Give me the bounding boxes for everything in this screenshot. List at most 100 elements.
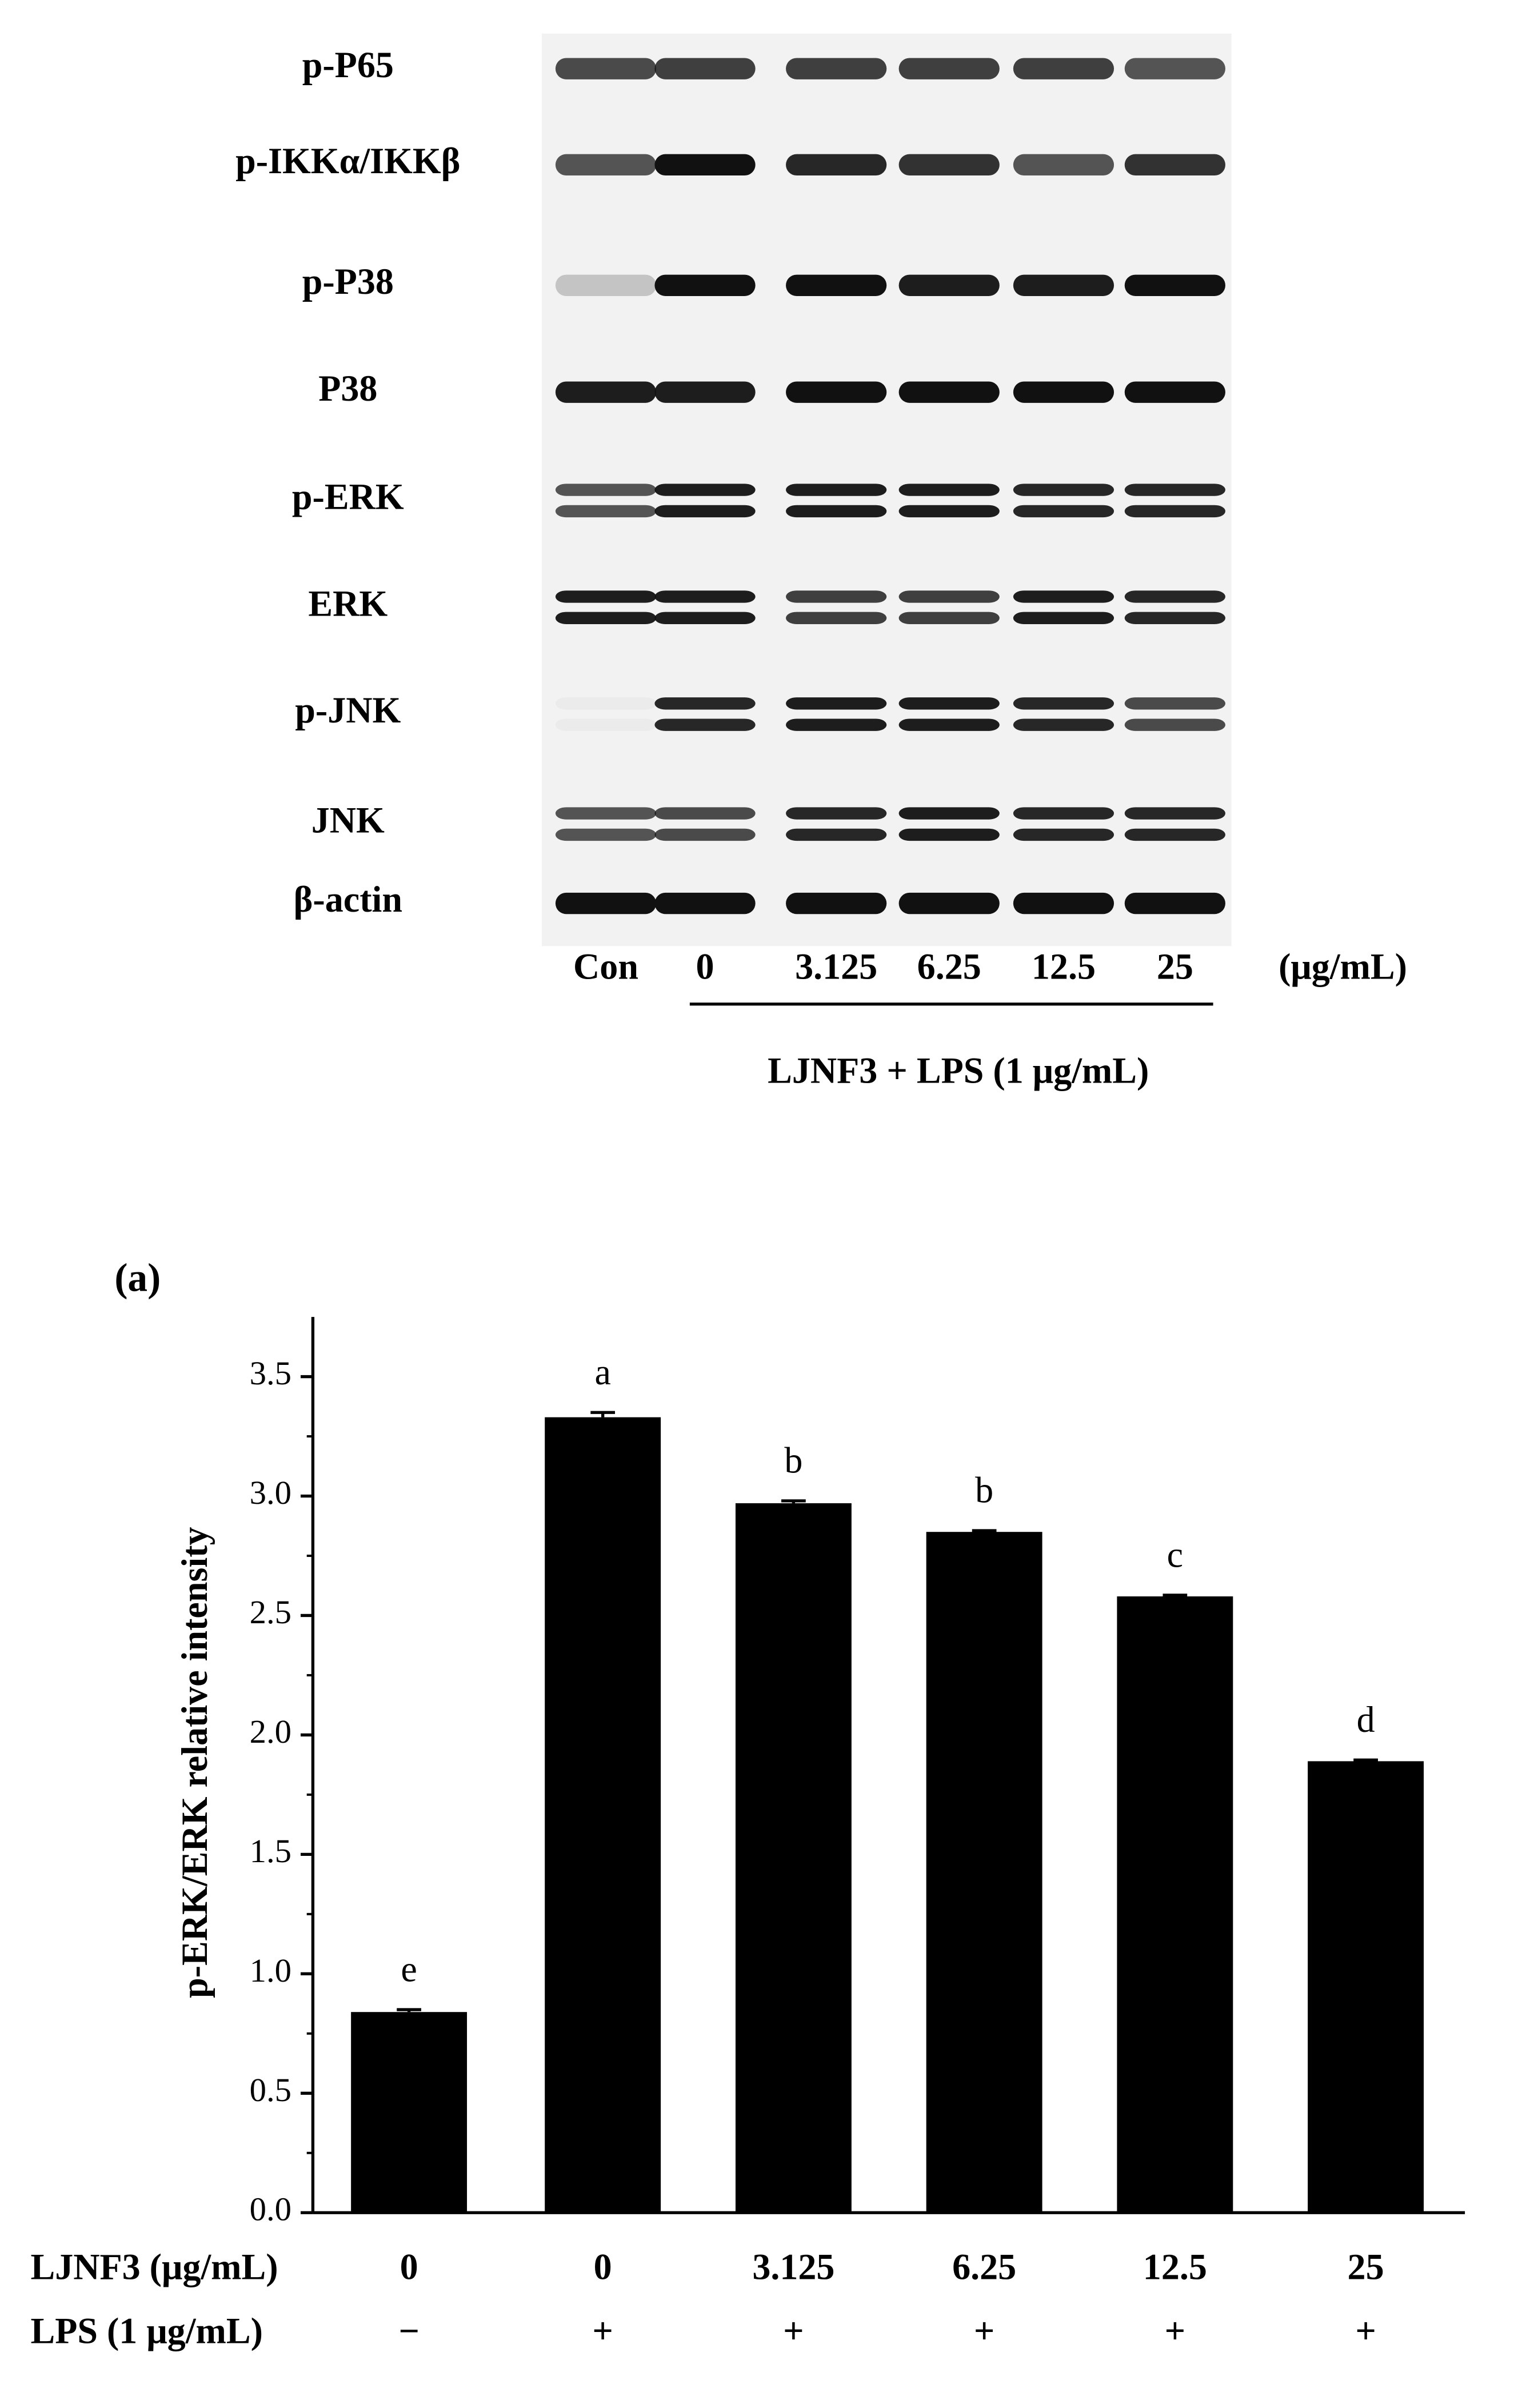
y-tick-label: 1.5	[250, 1832, 291, 1870]
blot-band	[654, 154, 756, 176]
lps-label: −	[398, 2311, 420, 2351]
lps-label: +	[592, 2311, 613, 2351]
lane-label: 3.125	[795, 947, 877, 987]
lps-label: +	[1355, 2311, 1376, 2351]
blot-band	[1124, 484, 1225, 496]
blot-band	[898, 58, 1000, 79]
blot-band	[786, 807, 887, 820]
lane-label: 25	[1157, 947, 1193, 987]
blot-band	[898, 612, 1000, 624]
blot-band	[786, 590, 887, 603]
blot-band	[654, 58, 756, 79]
blot-band	[1013, 58, 1114, 79]
blot-band	[1013, 697, 1114, 710]
blot-band	[654, 892, 756, 915]
blot-band	[898, 154, 1000, 176]
lane-label: 0	[696, 947, 714, 987]
row-label: LJNF3 (μg/mL)	[30, 2246, 278, 2287]
blot-band	[898, 807, 1000, 820]
blot-band	[786, 154, 887, 176]
blot-band	[555, 828, 657, 841]
bar	[735, 1503, 852, 2213]
blot-band	[1124, 612, 1225, 624]
blot-band	[786, 612, 887, 624]
blot-band	[654, 381, 756, 403]
bar	[351, 2012, 468, 2213]
significance-letter: d	[1357, 1699, 1375, 1740]
blot-band	[555, 892, 657, 915]
blot-band	[654, 505, 756, 518]
blot-band	[898, 892, 1000, 915]
blot-band	[1124, 807, 1225, 820]
chart-title: (a)	[114, 1256, 161, 1300]
significance-letter: b	[975, 1470, 993, 1511]
blot-band	[786, 697, 887, 710]
blot-band	[898, 828, 1000, 841]
blot-band	[654, 828, 756, 841]
lane-label: Con	[573, 947, 638, 987]
y-tick-label: 3.5	[250, 1355, 291, 1392]
error-bar	[1353, 1758, 1378, 1762]
blot-band	[1124, 828, 1225, 841]
blot-row-label: p-ERK	[292, 476, 404, 517]
x-tick-label: 6.25	[952, 2246, 1016, 2287]
significance-letter: a	[594, 1352, 610, 1392]
y-tick-label: 2.0	[250, 1713, 291, 1750]
blot-band	[1013, 892, 1114, 915]
blot-row-label: ERK	[308, 583, 388, 624]
bar	[1117, 1596, 1233, 2213]
x-tick-label: 0	[594, 2246, 612, 2287]
blot-band	[555, 274, 657, 296]
blot-row-label: p-P65	[302, 45, 394, 85]
y-tick-label: 2.5	[250, 1594, 291, 1631]
blot-band	[1013, 590, 1114, 603]
blot-band	[555, 590, 657, 603]
blot-row-label: β-actin	[294, 879, 402, 920]
blot-band	[1124, 381, 1225, 403]
blot-band	[898, 381, 1000, 403]
blot-band	[1124, 58, 1225, 79]
error-bar	[781, 1499, 806, 1504]
row-label: LPS (1 μg/mL)	[30, 2311, 262, 2351]
lane-label: 6.25	[917, 947, 981, 987]
lps-label: +	[783, 2311, 804, 2351]
blot-band	[898, 718, 1000, 731]
significance-letter: b	[784, 1440, 802, 1480]
blot-band	[555, 807, 657, 820]
bar	[926, 1532, 1042, 2213]
blot-band	[898, 484, 1000, 496]
x-tick-label: 3.125	[752, 2246, 834, 2287]
blot-band	[898, 590, 1000, 603]
blot-band	[1013, 828, 1114, 841]
error-bar	[397, 2008, 421, 2012]
blot-band	[1124, 590, 1225, 603]
blot-band	[1124, 274, 1225, 296]
blot-band	[654, 274, 756, 296]
error-bar	[590, 1411, 616, 1417]
blot-band	[786, 505, 887, 518]
blot-band	[1124, 154, 1225, 176]
blot-band	[556, 697, 656, 709]
blot-band	[555, 58, 657, 79]
blot-band	[786, 58, 887, 79]
x-tick-label: 12.5	[1143, 2246, 1207, 2287]
y-tick-label: 0.0	[250, 2191, 291, 2228]
blot-band	[1124, 892, 1225, 915]
bar	[545, 1417, 661, 2213]
blot-band	[556, 718, 656, 730]
x-tick-label: 25	[1348, 2246, 1384, 2287]
blot-row-label: p-IKKα/IKKβ	[235, 141, 460, 181]
bar	[1308, 1761, 1424, 2213]
treatment-label: LJNF3 + LPS (1 μg/mL)	[768, 1050, 1149, 1091]
blot-band	[1124, 697, 1225, 710]
error-bar	[972, 1529, 997, 1532]
blot-row-label: JNK	[311, 800, 385, 840]
blot-band	[786, 381, 887, 403]
blot-band	[555, 381, 657, 403]
blot-band	[898, 505, 1000, 518]
blot-row-label: p-P38	[302, 261, 394, 302]
blot-band	[555, 154, 657, 176]
lane-unit: (μg/mL)	[1279, 947, 1407, 987]
lps-label: +	[974, 2311, 995, 2351]
